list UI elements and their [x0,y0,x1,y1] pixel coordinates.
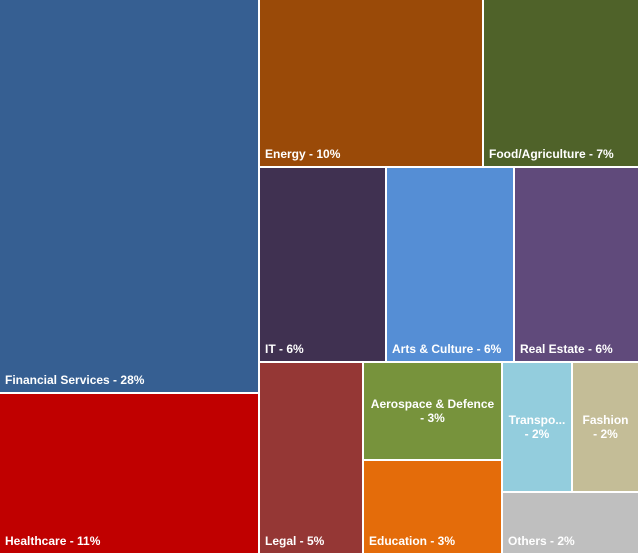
treemap-tile-label: Fashion - 2% [582,413,629,441]
treemap-tile-label: Energy - 10% [265,147,341,161]
treemap-tile-label: Real Estate - 6% [520,342,613,356]
treemap-tile-legal: Legal - 5% [260,363,364,555]
treemap-tile-aerospace-defence: Aerospace & Defence - 3% [364,363,503,461]
treemap-tile-education: Education - 3% [364,461,503,555]
treemap-tile-label: Transpo... - 2% [508,413,566,441]
treemap-tile-label: Arts & Culture - 6% [392,342,502,356]
treemap-tile-label: Education - 3% [369,534,456,548]
treemap-tile-food-agriculture: Food/Agriculture - 7% [484,0,640,168]
treemap-tile-label: Aerospace & Defence - 3% [370,397,495,425]
treemap-tile-transpo: Transpo... - 2% [503,363,573,493]
treemap-tile-label: Food/Agriculture - 7% [489,147,614,161]
treemap-tile-fashion: Fashion - 2% [573,363,640,493]
treemap-tile-it: IT - 6% [260,168,387,363]
treemap-tile-energy: Energy - 10% [260,0,484,168]
treemap-tile-label: Financial Services - 28% [5,373,145,387]
treemap-tile-arts-culture: Arts & Culture - 6% [387,168,515,363]
treemap-tile-real-estate: Real Estate - 6% [515,168,640,363]
treemap-tile-label: Healthcare - 11% [5,534,101,548]
treemap-tile-healthcare: Healthcare - 11% [0,394,260,555]
treemap-tile-label: Others - 2% [508,534,575,548]
treemap-tile-others: Others - 2% [503,493,640,555]
treemap-tile-label: Legal - 5% [265,534,325,548]
treemap-tile-financial-services: Financial Services - 28% [0,0,260,394]
treemap-tile-label: IT - 6% [265,342,304,356]
